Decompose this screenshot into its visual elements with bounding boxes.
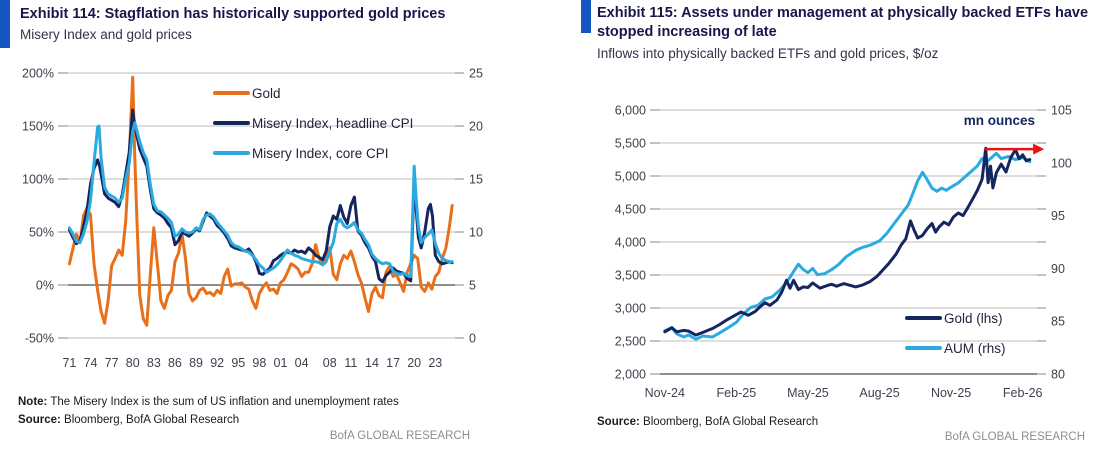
x-axis-label: Aug-25 — [859, 386, 899, 400]
source-text: Bloomberg, BofA Global Research — [639, 416, 819, 428]
x-axis-label: 74 — [84, 356, 98, 370]
left-axis-label: 4,500 — [615, 203, 646, 217]
accent-bar — [0, 0, 10, 48]
left-axis-label: 2,500 — [615, 335, 646, 349]
etf-aum-gold-chart: 6,000 5,500 5,000 4,500 4,000 3,500 3,000 2,500… — [615, 104, 1072, 401]
x-axis-label: 80 — [126, 356, 140, 370]
note-text: The Misery Index is the sum of US inflat… — [47, 396, 399, 408]
right-axis-label: 10 — [469, 226, 483, 240]
exhibit-115-subtitle: Inflows into physically backed ETFs and … — [597, 46, 939, 61]
left-axis-label: 5,500 — [615, 137, 646, 151]
right-axis-label: 100 — [1051, 156, 1072, 170]
right-axis-label: 5 — [469, 279, 476, 293]
left-axis-label: 5,000 — [615, 170, 646, 184]
mn-ounces-annotation: mn ounces — [963, 113, 1035, 128]
exhibit-115-title: Exhibit 115: Assets under management at … — [597, 5, 1089, 40]
x-axis-label: 77 — [105, 356, 119, 370]
left-axis-label: 3,500 — [615, 269, 646, 283]
right-axis-label: 0 — [469, 332, 476, 346]
x-axis-label: 08 — [323, 356, 337, 370]
x-axis-label: 17 — [386, 356, 400, 370]
left-axis-label: 4,000 — [615, 236, 646, 250]
x-axis-label: Nov-25 — [931, 386, 971, 400]
legend-swatch-lightblue — [905, 346, 942, 350]
x-axis-label: May-25 — [787, 386, 829, 400]
x-axis-label: 14 — [365, 356, 379, 370]
x-axis-label: 11 — [344, 356, 357, 370]
source-text: Bloomberg, BofA Global Research — [60, 414, 240, 426]
legend-item: Gold (lhs) — [905, 303, 1006, 333]
accent-bar — [581, 0, 591, 33]
legend-item: AUM (rhs) — [905, 333, 1006, 363]
exhibit-115-panel: Exhibit 115: Assets under management at … — [577, 0, 1103, 454]
left-axis-label: -50% — [25, 332, 54, 346]
exhibit-114-subtitle: Misery Index and gold prices — [20, 27, 192, 42]
source-line: Source: Bloomberg, BofA Global Research — [18, 412, 538, 429]
legend-item: Gold — [213, 78, 413, 108]
right-axis-label: 95 — [1051, 209, 1065, 223]
right-axis-label: 90 — [1051, 262, 1065, 276]
right-axis-label: 80 — [1051, 368, 1065, 382]
right-axis-label: 105 — [1051, 104, 1072, 118]
series-line-navy — [663, 146, 1032, 337]
x-axis-label: 92 — [210, 356, 224, 370]
series-line-lightblue — [663, 151, 1032, 341]
bofa-watermark: BofA GLOBAL RESEARCH — [329, 430, 470, 442]
x-axis-label: 01 — [274, 356, 288, 370]
series-line-navy — [67, 108, 454, 284]
misery-index-gold-chart: 200% 150% 100% 50% 0% -50% 25 20 15 10 5 0 71 74 77 80 8… — [22, 67, 483, 371]
source-label: Source: — [18, 414, 61, 426]
right-axis-label: 15 — [469, 173, 483, 187]
x-axis-label: Feb-26 — [1003, 386, 1043, 400]
legend-item: Misery Index, core CPI — [213, 138, 413, 168]
x-axis-label: 89 — [189, 356, 203, 370]
series-line-orange — [67, 75, 454, 327]
legend-label: Misery Index, headline CPI — [252, 115, 414, 131]
x-axis-label: 86 — [168, 356, 182, 370]
series-line-lightblue — [67, 121, 454, 278]
right-axis-label: 25 — [469, 67, 483, 81]
left-axis-label: 150% — [22, 120, 54, 134]
left-axis-label: 3,000 — [615, 302, 646, 316]
x-axis-label: 98 — [252, 356, 266, 370]
bofa-watermark: BofA GLOBAL RESEARCH — [944, 431, 1085, 443]
left-axis-label: 6,000 — [615, 104, 646, 118]
left-axis-label: 200% — [22, 67, 54, 81]
exhibit-114-panel: Exhibit 114: Stagflation has historicall… — [0, 0, 538, 442]
source-line: Source: Bloomberg, BofA Global Research — [597, 414, 1097, 431]
annotation-arrow-head — [1033, 143, 1045, 155]
legend-label: Gold — [252, 85, 281, 101]
left-axis-label: 100% — [22, 173, 54, 187]
right-axis-label: 20 — [469, 120, 483, 134]
left-axis-label: 2,000 — [615, 368, 646, 382]
legend-label: AUM (rhs) — [944, 340, 1006, 356]
chart-legend: Gold Misery Index, headline CPI Misery Ind… — [213, 78, 413, 168]
x-axis-label: 20 — [407, 356, 421, 370]
right-axis-label: 85 — [1051, 315, 1065, 329]
exhibit-114-title: Exhibit 114: Stagflation has historicall… — [20, 6, 446, 22]
x-axis-label: 83 — [147, 356, 161, 370]
note-line: Note: The Misery Index is the sum of US … — [18, 394, 538, 411]
legend-label: Gold (lhs) — [944, 310, 1003, 326]
chart-legend: Gold (lhs) AUM (rhs) — [905, 303, 1006, 363]
note-label: Note: — [18, 396, 48, 408]
x-axis-label: Nov-24 — [645, 386, 685, 400]
legend-swatch-lightblue — [213, 151, 250, 155]
legend-swatch-orange — [213, 91, 250, 95]
x-axis-label: 04 — [295, 356, 309, 370]
legend-label: Misery Index, core CPI — [252, 145, 389, 161]
x-axis-label: Feb-25 — [717, 386, 757, 400]
x-axis-label: 71 — [62, 356, 76, 370]
legend-swatch-navy — [213, 121, 250, 125]
x-axis-label: 95 — [231, 356, 245, 370]
legend-item: Misery Index, headline CPI — [213, 108, 413, 138]
left-axis-label: 50% — [29, 226, 54, 240]
left-axis-label: 0% — [36, 279, 54, 293]
legend-swatch-navy — [905, 316, 942, 320]
source-label: Source: — [597, 416, 640, 428]
x-axis-label: 23 — [428, 356, 442, 370]
